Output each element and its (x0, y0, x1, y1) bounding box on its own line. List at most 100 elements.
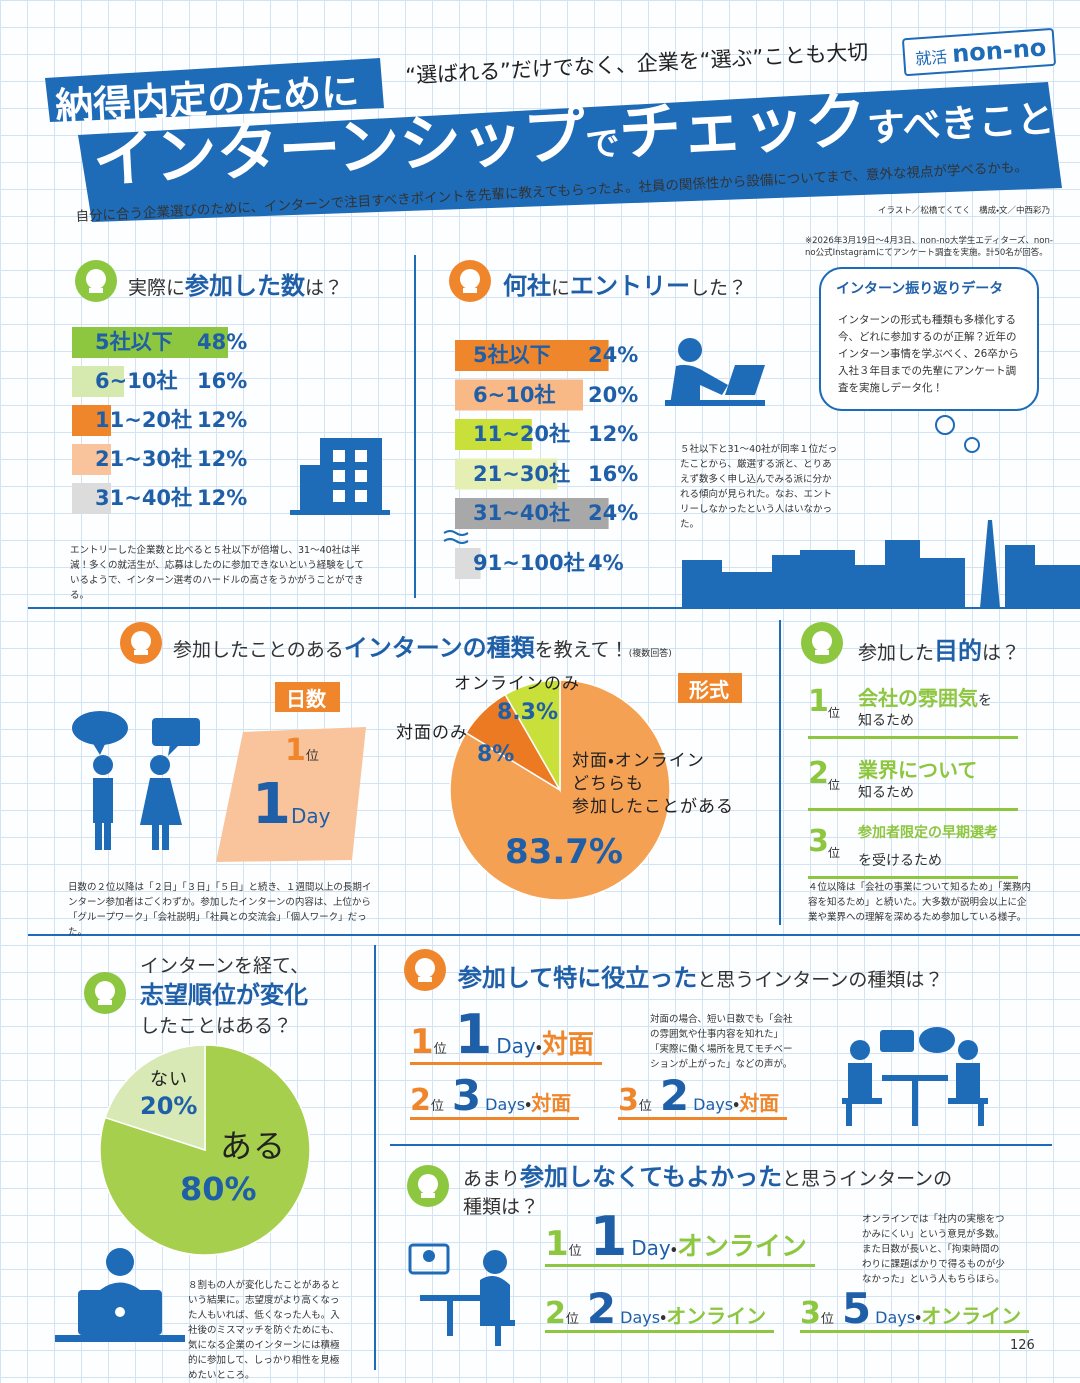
days-rank: 1位 (285, 733, 319, 768)
day-unit: Days (693, 1095, 734, 1114)
format: 対面 (739, 1091, 780, 1115)
title-check: チェック (617, 83, 869, 170)
people-icon (72, 711, 200, 850)
bar-value-label: 4% (588, 551, 624, 575)
day-count: 5 (841, 1284, 872, 1333)
pie-slice (104, 1044, 206, 1152)
bar-category: 31~40社 (95, 486, 193, 510)
bar-category: 6~10社 (95, 369, 178, 393)
bar (72, 444, 111, 475)
bar-value-label: 24% (588, 343, 639, 367)
format: オンライン (921, 1304, 1022, 1328)
title-part: と思うインターンの種類は？ (697, 969, 944, 991)
bar-category: 6~10社 (473, 382, 556, 407)
rank-suffix: 位 (430, 1099, 444, 1114)
rank-suffix: 位 (828, 778, 841, 792)
day-count: 3 (451, 1071, 482, 1120)
box-title: インターン振り返りデータ (836, 281, 1004, 297)
section-icon (120, 622, 162, 664)
purpose-sub: 知るため (858, 713, 914, 729)
title-part: インターンを経て、 (140, 955, 310, 977)
title-emphasis: インターンの種類 (343, 634, 535, 662)
pie-slice (504, 679, 561, 793)
section-icon (84, 972, 126, 1014)
rank-row: 3位 2 Days・対面 (618, 1075, 788, 1120)
skyline (682, 520, 1080, 608)
title-emphasis: 参加した数 (185, 272, 306, 300)
title-end: すべきこと (866, 96, 1056, 151)
title-part: した？ (690, 277, 748, 299)
survey-note: ※2026年3月19日～4月3日、non-no大学生エディターズ、non-no公… (805, 236, 1053, 258)
bar-category: 21~30社 (95, 447, 193, 471)
pie-category: ある (220, 1127, 287, 1165)
pie-value-label: 8.3% (497, 700, 559, 725)
page-number: 126 (1010, 1338, 1035, 1353)
bar-value-label: 20% (588, 382, 639, 407)
rank-suffix: 位 (433, 1042, 447, 1057)
caption: 対面の場合、短い日数でも「会社の雰囲気や仕事内容を知れた」「実際に働く場所を見て… (650, 1014, 793, 1070)
bar-value-label: 16% (588, 461, 639, 486)
bar-category: 91~100社 (473, 551, 585, 575)
purpose-row: 2 位 業界について 知るため (808, 752, 1018, 811)
bar (72, 366, 124, 397)
label-box (275, 682, 340, 712)
rank-suffix: 位 (638, 1099, 652, 1114)
bar-category: 31~40社 (473, 501, 571, 525)
bar (72, 483, 111, 514)
section-icon (75, 260, 117, 302)
pie-value-label: 83.7% (505, 832, 623, 872)
separator: ・ (535, 1037, 542, 1058)
pie-slice (99, 1044, 311, 1256)
rank-row: 3位 5 Days・オンライン (800, 1288, 1030, 1333)
rank: 1 (410, 1022, 434, 1062)
rank-row: 1位 1 Day・対面 (410, 1008, 602, 1065)
caption: エントリーした企業数と比べると５社以下が倍増し、31～40社は半減！多くの就活生… (70, 545, 365, 601)
rank-suffix: 位 (828, 706, 841, 720)
day-count: 1 (589, 1205, 628, 1268)
label-box (678, 673, 742, 703)
omission-mark (443, 530, 469, 544)
format-label: 形式 (689, 678, 729, 702)
purpose-main: 参加者限定の早期選考 (858, 825, 998, 841)
rank-row: 2位 3 Days・対面 (410, 1075, 580, 1120)
bubble-dot (935, 415, 955, 435)
title-emphasis: エントリー (570, 272, 691, 300)
rank: 1 (545, 1224, 569, 1264)
rank-suffix: 位 (305, 749, 319, 764)
title-emphasis: 目的 (934, 637, 983, 665)
bar-category: 11~20社 (473, 422, 571, 446)
rank-suffix: 位 (828, 846, 841, 860)
bubble-dot (964, 437, 980, 453)
section-title: 参加した目的は？ (858, 631, 1020, 666)
purpose-row: 1 位 会社の雰囲気を 知るため (808, 680, 1018, 739)
days-label: 日数 (286, 687, 326, 711)
title-emphasis: 参加して特に役立った (458, 964, 698, 992)
pie-value-label: 8% (477, 742, 515, 767)
section-icon (449, 260, 491, 302)
purpose-sub: を受けるため (858, 853, 942, 869)
meeting-icon (842, 1027, 988, 1126)
title-part: 種類は？ (463, 1196, 540, 1218)
separator: ・ (915, 1307, 922, 1328)
section-title: インターンを経て、 志望順位が変化 したことはある？ (140, 952, 309, 1041)
bar (455, 498, 609, 529)
bar (455, 548, 481, 579)
title-part: 参加した (858, 642, 935, 664)
format: オンライン (666, 1304, 767, 1328)
format: オンライン (676, 1232, 807, 1262)
caption: オンラインでは「社内の実態をつかみにくい」という意見が多数。また日数が長いと、「… (862, 1214, 1005, 1285)
day-unit: Day (290, 804, 331, 828)
title-band (78, 82, 1062, 222)
rank: 3 (618, 1083, 639, 1118)
pie-category: ない (150, 1069, 188, 1090)
credit: イラスト／松橋てくてく 構成・文／中西彩乃 (878, 206, 1050, 216)
bar (455, 340, 609, 371)
person-laptop-icon (55, 1248, 185, 1342)
section-icon (407, 1165, 449, 1207)
section-icon (801, 622, 843, 664)
purpose-sub: 知るため (858, 785, 914, 801)
rank-suffix: 位 (820, 1312, 834, 1327)
format: 対面 (531, 1091, 572, 1115)
